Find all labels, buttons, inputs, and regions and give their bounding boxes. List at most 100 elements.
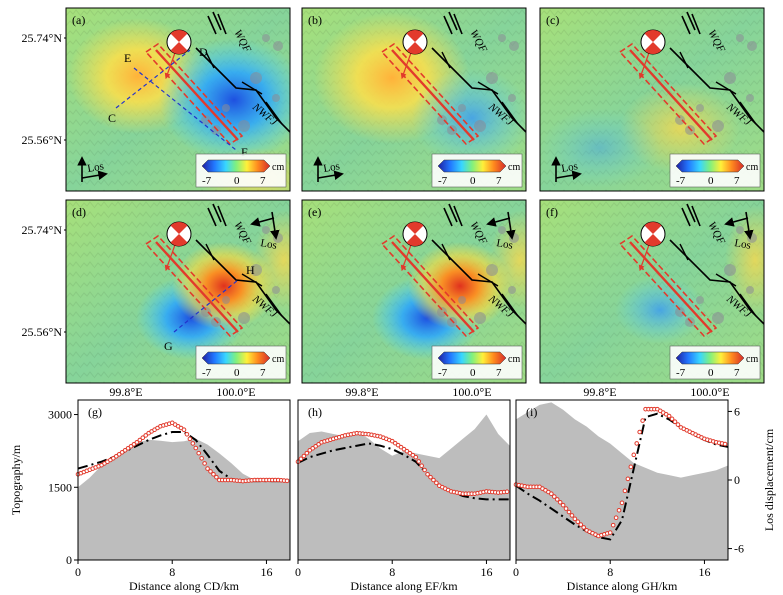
colorbar-tick: 7: [260, 367, 266, 379]
cool-patch: [540, 108, 660, 188]
observed-los-point: [134, 439, 140, 445]
observed-los-point: [634, 441, 640, 446]
y2-tick-label: 6: [734, 404, 740, 418]
beachball-quadrant: [170, 221, 188, 234]
panel-label: (f): [546, 205, 558, 219]
observed-los-point: [190, 441, 196, 446]
observed-los-point: [422, 467, 427, 473]
beachball-quadrant: [170, 42, 188, 55]
observed-los-point: [551, 494, 557, 499]
right-axis-title: Los displacement/cm: [762, 428, 776, 531]
fault-plane-outline: [144, 234, 244, 338]
beachball-quadrant: [406, 29, 424, 42]
x-axis-label: Distance along EF/km: [350, 579, 458, 593]
focal-mechanism: [402, 29, 428, 55]
observed-los-point: [307, 447, 313, 453]
decorrelation-patch: [486, 264, 498, 276]
observed-los-point: [431, 477, 436, 483]
observed-los-point: [622, 488, 628, 494]
beachball-quadrant: [406, 221, 424, 234]
colorbar-unit: cm: [272, 354, 284, 365]
decorrelation-patch: [201, 307, 211, 317]
fault-trace: [681, 15, 691, 35]
panel-frame: [65, 199, 291, 384]
epicenter-line: [164, 241, 177, 272]
observed-los-point: [298, 456, 304, 462]
profile-panel-row: Topography/m Los displacement/cm (g) 0 8 16 Di…: [9, 399, 776, 593]
fault-trace: [691, 13, 701, 35]
y2-tick-label: 0: [734, 473, 740, 487]
decorrelation-patch: [262, 34, 270, 42]
panel-label: (g): [88, 405, 102, 419]
beachball-quadrant: [644, 42, 662, 55]
longitude-label: 100.0°E: [452, 385, 491, 399]
panel-label: (e): [308, 205, 321, 219]
observed-los-point: [313, 443, 318, 449]
decorrelation-patch: [696, 104, 704, 112]
panel-label: (a): [72, 13, 85, 27]
colorbar-tick: 0: [470, 367, 476, 379]
colorbar: cm -7 0 7: [669, 345, 761, 380]
decorrelation-patch: [437, 115, 447, 125]
latitude-label: 25.56°N: [22, 133, 63, 147]
observed-los-point: [619, 500, 625, 506]
x-axis-label: Distance along CD/km: [129, 579, 240, 593]
colorbar-tick: 7: [496, 367, 502, 379]
x-axis-label: Distance along GH/km: [567, 579, 678, 593]
observed-los-point: [504, 489, 510, 495]
observed-los-point: [613, 515, 619, 521]
observed-los-point: [410, 452, 416, 458]
observed-los-point: [607, 530, 613, 535]
decorrelation-patch: [685, 317, 695, 327]
observed-los-point: [199, 455, 204, 461]
observed-los-point: [560, 502, 566, 508]
focal-mechanism: [640, 221, 666, 247]
observed-los-point: [569, 513, 575, 518]
fault-trace: [443, 207, 453, 227]
observed-los-point: [184, 431, 190, 437]
colorbar-tick: 0: [708, 367, 714, 379]
latitude-label: 25.74°N: [22, 223, 63, 237]
fault-trace: [205, 51, 215, 69]
observed-los-point: [631, 452, 637, 458]
epicenter-line: [400, 49, 413, 80]
observed-los-point: [610, 522, 616, 528]
los-arrow: [486, 217, 511, 227]
panel-frame: [65, 7, 291, 192]
observed-los-point: [554, 497, 560, 502]
colorbar-ramp: [675, 159, 745, 173]
decorrelation-patch: [736, 226, 744, 234]
fault-plane-outline: [618, 234, 718, 338]
observed-los-point: [434, 480, 439, 486]
observed-los-point: [625, 476, 631, 482]
observed-los-point: [428, 474, 433, 480]
fault-trace: [679, 243, 689, 261]
decorrelation-patch: [696, 296, 704, 304]
uplift-lobe: [172, 242, 276, 330]
observed-los-point: [581, 525, 587, 530]
fault-trace: [241, 273, 263, 287]
heading-arrow: [270, 211, 280, 240]
observed-los-point: [669, 416, 675, 422]
fault-trace: [441, 51, 451, 69]
decorrelation-patch: [458, 296, 466, 304]
observed-los-point: [419, 463, 424, 469]
fault-trace: [686, 11, 696, 31]
fault-trace: [441, 243, 451, 261]
fault-top-edge: [391, 49, 475, 141]
observed-los-point: [113, 453, 119, 459]
los-indicator: Los: [551, 156, 582, 182]
beachball-quadrant: [406, 234, 424, 247]
decorrelation-patch: [222, 104, 230, 112]
y-tick-label: 0: [66, 553, 72, 567]
decorrelation-patch: [437, 307, 447, 317]
colorbar-unit: cm: [272, 162, 284, 173]
fault-trace: [453, 205, 463, 227]
colorbar-ramp: [437, 351, 507, 365]
colorbar: cm -7 0 7: [431, 345, 523, 380]
colorbar-tick: -7: [676, 175, 686, 187]
decorrelation-patch: [508, 94, 516, 102]
